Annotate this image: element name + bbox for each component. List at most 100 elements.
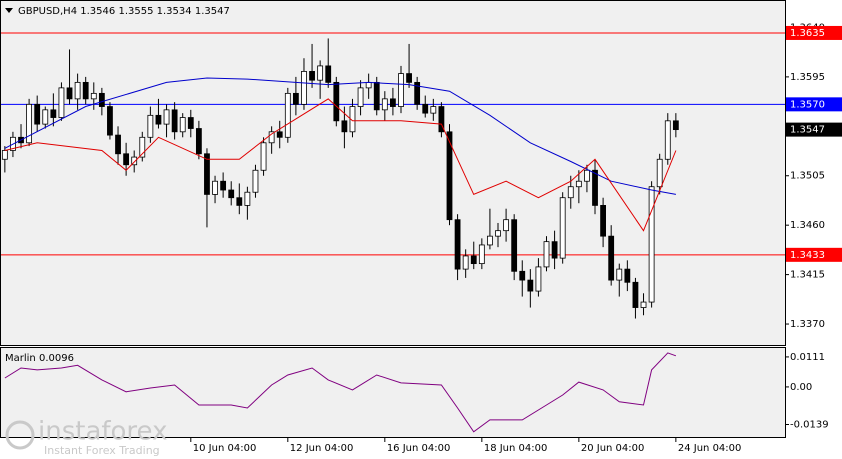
level-box — [786, 247, 842, 262]
candle-body — [390, 98, 396, 107]
candle-body — [212, 180, 218, 195]
candle-body — [155, 114, 162, 125]
y-tick-label: 1.3370 — [790, 319, 825, 330]
candle-body — [204, 153, 210, 195]
level-label: 1.3433 — [790, 250, 825, 261]
candle-body — [575, 180, 582, 188]
candle-body — [373, 81, 380, 111]
ohlc-value: 1.3555 — [118, 6, 153, 17]
candle-body — [672, 120, 679, 131]
x-tick-label: 20 Jun 04:00 — [581, 443, 645, 454]
candle-body — [535, 266, 542, 292]
header: GBPUSD,H4 1.3546 1.3555 1.3534 1.3547 — [18, 6, 230, 17]
candle-body — [66, 87, 73, 100]
candle-body — [236, 197, 243, 206]
candle-body — [648, 186, 655, 303]
candle-body — [600, 205, 606, 237]
candle-body — [511, 219, 518, 272]
candle-body — [171, 109, 178, 133]
candle-body — [430, 106, 437, 114]
candle-body — [454, 219, 461, 270]
candle-body — [147, 114, 154, 138]
candle-body — [592, 169, 598, 206]
level-box — [786, 97, 842, 112]
candle-body — [398, 73, 404, 107]
candle-body — [422, 103, 429, 114]
candle-body — [616, 268, 623, 281]
candle-body — [1, 150, 8, 160]
menu-triangle — [5, 8, 13, 13]
candle-body — [503, 219, 509, 232]
candle-body — [341, 120, 348, 133]
candle-body — [98, 92, 105, 107]
candle-body — [309, 70, 315, 81]
indicator-pane — [0, 347, 786, 438]
candle-body — [58, 87, 65, 118]
line — [4, 77, 676, 195]
x-tick-label: 12 Jun 04:00 — [290, 443, 354, 454]
x-tick-label: 18 Jun 04:00 — [484, 443, 548, 454]
candle-body — [381, 98, 388, 111]
x-tick-label: 24 Jun 04:00 — [678, 443, 742, 454]
tagline: Instant Forex Trading — [44, 444, 160, 457]
y-tick-label: 0.0111 — [790, 352, 825, 363]
candle-body — [478, 244, 485, 265]
candle-body — [115, 134, 121, 155]
candle-body — [252, 169, 259, 193]
y-tick-label: 1.3505 — [790, 171, 825, 182]
y-tick-label: 1.3415 — [790, 270, 825, 281]
ohlc-value: 1.3546 — [80, 6, 115, 17]
logo — [5, 420, 35, 450]
x-tick-label: 10 Jun 04:00 — [193, 443, 257, 454]
candle-body — [123, 153, 130, 166]
candle-body — [317, 65, 324, 81]
candle-body — [624, 268, 631, 283]
y-tick-label: -0.0139 — [790, 419, 829, 430]
price-box — [786, 122, 842, 137]
candle-body — [90, 92, 97, 100]
candle-body — [365, 81, 372, 89]
watermark: instaforex Instant Forex Trading — [5, 417, 167, 457]
price-label: 1.3547 — [790, 125, 825, 136]
level-label: 1.3635 — [790, 28, 825, 39]
candle-body — [50, 109, 57, 118]
candle-body — [470, 255, 477, 265]
candle-body — [220, 180, 227, 191]
brand: instaforex — [38, 417, 167, 447]
main-pane — [0, 0, 786, 346]
candle-body — [292, 92, 299, 105]
candle-body — [42, 109, 49, 125]
candle-body — [34, 103, 41, 125]
symbol: GBPUSD,H4 — [18, 6, 77, 17]
candle-body — [414, 81, 421, 105]
candle-body — [543, 241, 550, 268]
level-box — [786, 25, 842, 40]
line — [4, 98, 677, 232]
candle-body — [74, 81, 81, 100]
candle-body — [139, 136, 146, 158]
candle-body — [664, 120, 671, 160]
candle-body — [462, 255, 469, 270]
candle-body — [228, 189, 235, 199]
x-tick-label: 16 Jun 04:00 — [387, 443, 451, 454]
line — [4, 352, 677, 433]
candle-body — [446, 131, 453, 221]
candle-body — [519, 270, 526, 281]
candle-body — [244, 191, 251, 206]
candle-body — [163, 109, 170, 125]
candle-body — [26, 103, 33, 144]
candle-body — [333, 81, 340, 122]
candle-body — [325, 65, 332, 83]
indicator-name: Marlin — [5, 353, 36, 364]
y-tick-label: 1.3460 — [790, 220, 825, 231]
indicator-title: Marlin 0.0096 — [5, 353, 74, 364]
candle-body — [276, 131, 283, 138]
candle-body — [495, 230, 501, 237]
y-tick-label: 0.00 — [790, 382, 812, 393]
indicator-value: 0.0096 — [39, 353, 74, 364]
candle-body — [551, 241, 558, 259]
candle-body — [131, 156, 138, 166]
y-tick-label: 1.3595 — [790, 72, 825, 83]
candle-body — [632, 281, 639, 308]
